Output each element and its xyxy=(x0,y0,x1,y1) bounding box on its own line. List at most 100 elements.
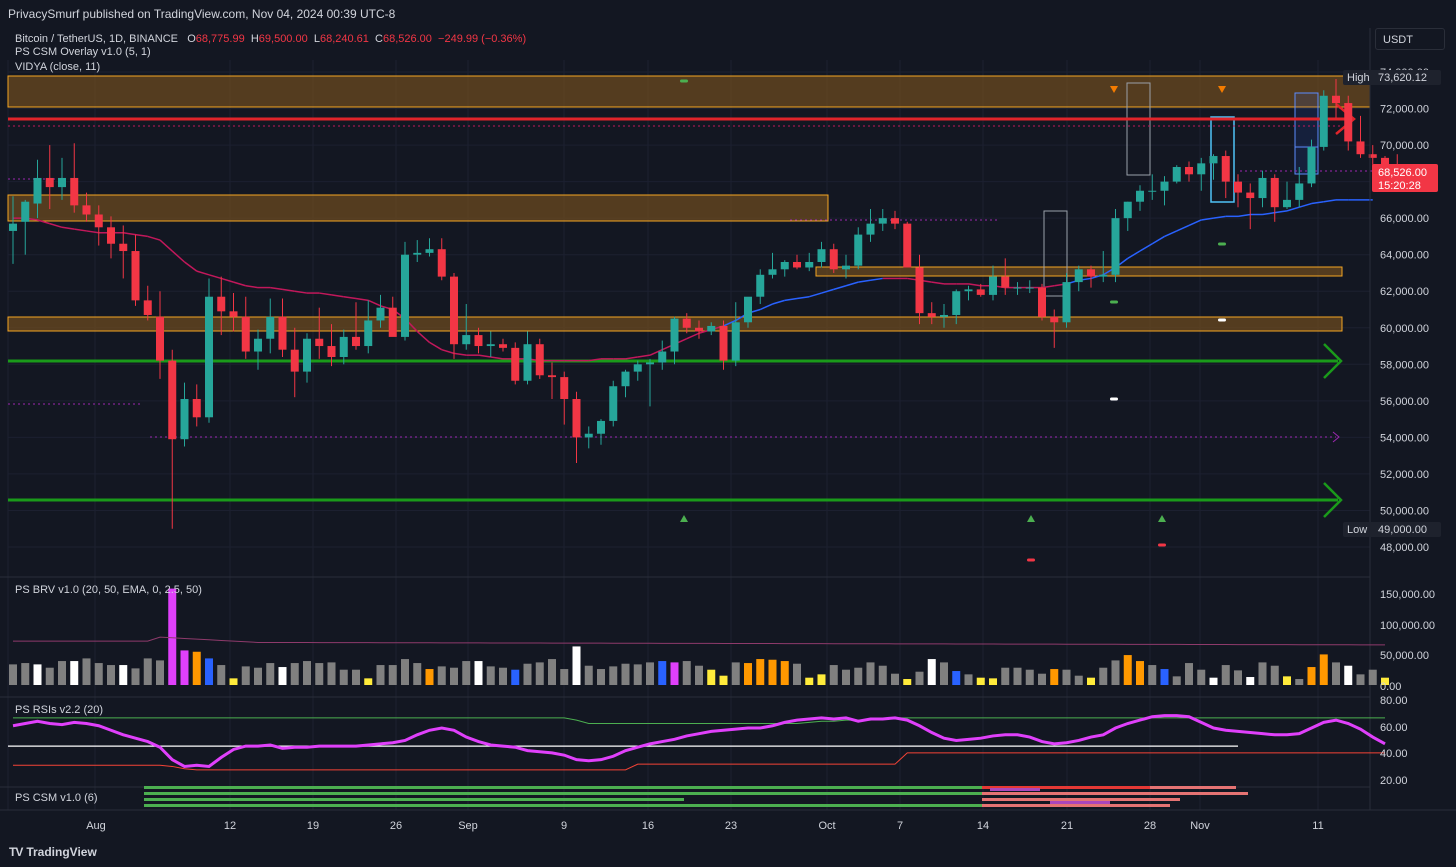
vidya-segment xyxy=(1237,213,1251,218)
high-label: H xyxy=(250,33,259,45)
candle-body xyxy=(499,344,507,348)
volume-bar xyxy=(633,664,642,685)
rsi-pane xyxy=(8,714,1386,771)
tradingview-logo[interactable]: TV TradingView xyxy=(9,845,97,859)
candle-body xyxy=(21,201,30,222)
volume-bar xyxy=(229,678,238,685)
candle-body xyxy=(1283,199,1291,208)
price-tick-label: 48,000.00 xyxy=(1380,542,1429,554)
candle-body xyxy=(572,399,581,438)
time-label: 19 xyxy=(307,820,319,832)
low-badge-label: Low xyxy=(1347,524,1367,536)
volume-bar xyxy=(45,667,54,685)
candle-body xyxy=(315,338,324,347)
green-arrow-icon xyxy=(1323,343,1343,379)
rsis-pane-title[interactable]: PS RSIs v2.2 (20) xyxy=(15,704,104,716)
candle-body xyxy=(1074,269,1083,283)
volume-bar xyxy=(854,667,863,685)
footer xyxy=(0,840,1456,867)
close-label: C xyxy=(375,33,383,45)
candle-body xyxy=(217,296,226,312)
volume-bar xyxy=(290,663,299,685)
candle-body xyxy=(707,325,716,332)
volume-bar xyxy=(744,663,752,685)
time-label: Sep xyxy=(458,820,478,832)
vidya-segment xyxy=(858,279,871,283)
candle-body xyxy=(829,249,838,270)
csm-pane-title[interactable]: PS CSM v1.0 (6) xyxy=(15,792,98,804)
vidya-segment xyxy=(1286,206,1300,212)
candle-body xyxy=(1185,167,1193,175)
indicator-vidya[interactable]: VIDYA (close, 11) xyxy=(15,61,101,73)
vidya-segment xyxy=(833,285,847,291)
pattern-box xyxy=(1126,82,1151,176)
price-tick-label: 60,000.00 xyxy=(1380,323,1429,335)
candle-body xyxy=(940,314,948,317)
indicator-csm-overlay[interactable]: PS CSM Overlay v1.0 (5, 1) xyxy=(15,46,151,58)
rsi-line xyxy=(12,714,1386,768)
vidya-segment xyxy=(759,303,773,311)
signal-dash xyxy=(1110,397,1118,401)
currency-button[interactable]: USDT xyxy=(1375,28,1445,50)
candle-body xyxy=(474,335,483,347)
volume-bar xyxy=(1172,676,1181,685)
vidya-segment xyxy=(1201,217,1214,221)
volume-bar xyxy=(107,665,115,685)
candle-body xyxy=(192,399,201,418)
high-badge xyxy=(1343,70,1441,85)
candle-body xyxy=(731,322,740,361)
price-tick-label: 64,000.00 xyxy=(1380,250,1429,262)
vidya-segment xyxy=(184,261,198,272)
vidya-segment xyxy=(367,299,381,307)
volume-bar xyxy=(131,668,140,685)
volume-bar xyxy=(376,665,385,685)
candle-body xyxy=(94,214,103,228)
csm-bar xyxy=(982,792,1248,795)
vidya-segment xyxy=(784,297,798,302)
candle-body xyxy=(143,300,152,315)
volume-bar xyxy=(474,661,483,685)
time-label: 9 xyxy=(561,820,567,832)
candle-body xyxy=(388,307,397,337)
volume-bar xyxy=(1221,665,1230,685)
volume-bar xyxy=(719,675,728,685)
vidya-segment xyxy=(1139,243,1153,252)
vidya-segment xyxy=(331,294,344,298)
volume-bar xyxy=(327,662,336,685)
candle-body xyxy=(1381,157,1389,167)
volume-bar xyxy=(1332,662,1340,685)
candle-body xyxy=(1332,95,1340,104)
csm-bar xyxy=(982,798,1180,801)
volume-bar xyxy=(511,669,520,685)
time-label: Oct xyxy=(818,820,835,832)
candle-body xyxy=(205,296,213,418)
candle-body xyxy=(1062,282,1071,323)
brv-pane-title[interactable]: PS BRV v1.0 (20, 50, EMA, 0, 2.5, 50) xyxy=(15,584,202,596)
candle-body xyxy=(376,307,385,321)
candle-body xyxy=(45,177,54,188)
vidya-segment xyxy=(319,292,332,296)
vidya-segment xyxy=(1299,202,1312,208)
volume-bar xyxy=(670,662,679,685)
candle-body xyxy=(670,318,679,352)
candle-body xyxy=(744,296,752,323)
price-tick-label: 52,000.00 xyxy=(1380,469,1429,481)
volume-bar xyxy=(217,665,226,685)
volume-bar xyxy=(1050,669,1059,685)
candle-body xyxy=(1111,218,1120,275)
vidya-segment xyxy=(796,295,810,300)
vidya-segment xyxy=(233,281,246,287)
volume-bar xyxy=(1160,669,1169,685)
volume-bar xyxy=(915,671,924,685)
volume-bar xyxy=(695,665,703,685)
candle-body xyxy=(1344,103,1353,142)
volume-bar xyxy=(82,658,91,685)
candle-body xyxy=(854,234,863,266)
volume-bar xyxy=(1319,654,1328,685)
signal-dash xyxy=(1027,558,1035,562)
open-value: 68,775.99 xyxy=(195,33,245,45)
countdown-label: 15:20:28 xyxy=(1378,180,1421,192)
vidya-segment xyxy=(343,295,357,300)
vidya-segment xyxy=(637,354,651,358)
